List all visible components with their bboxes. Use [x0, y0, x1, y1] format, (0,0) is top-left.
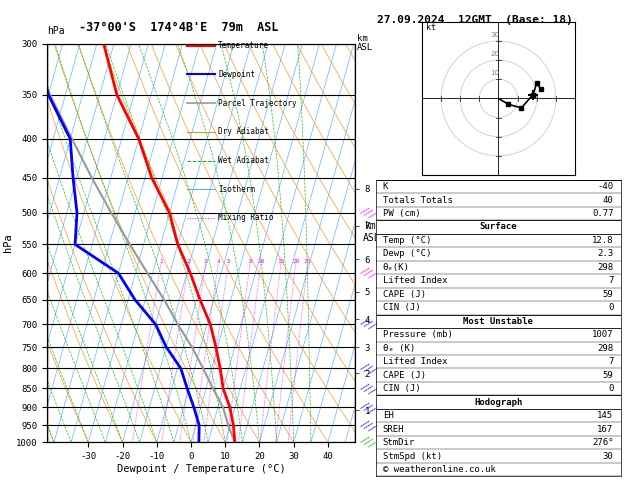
- Text: ╱╱╱: ╱╱╱: [359, 316, 377, 332]
- Text: Lifted Index: Lifted Index: [383, 357, 447, 366]
- Text: CIN (J): CIN (J): [383, 384, 421, 393]
- Text: ╱╱╱: ╱╱╱: [359, 361, 377, 376]
- Y-axis label: hPa: hPa: [3, 234, 13, 252]
- Y-axis label: km
ASL: km ASL: [362, 222, 380, 243]
- Text: 167: 167: [598, 425, 613, 434]
- Text: LCL: LCL: [380, 386, 395, 395]
- Text: Pressure (mb): Pressure (mb): [383, 330, 453, 339]
- Text: -37°00'S  174°4B'E  79m  ASL: -37°00'S 174°4B'E 79m ASL: [79, 21, 278, 34]
- Text: 276°: 276°: [592, 438, 613, 447]
- Text: 0: 0: [608, 384, 613, 393]
- Text: 145: 145: [598, 411, 613, 420]
- Text: km
ASL: km ASL: [357, 34, 374, 52]
- Text: θₑ (K): θₑ (K): [383, 344, 415, 353]
- Text: Dry Adiabat: Dry Adiabat: [218, 127, 269, 136]
- Text: 59: 59: [603, 290, 613, 299]
- Text: SREH: SREH: [383, 425, 404, 434]
- Text: ╱╱╱: ╱╱╱: [359, 434, 377, 450]
- Text: Isotherm: Isotherm: [218, 185, 255, 194]
- Text: Mixing Ratio: Mixing Ratio: [218, 213, 274, 223]
- Text: 10: 10: [257, 259, 265, 264]
- Text: 20: 20: [490, 52, 499, 57]
- Text: StmDir: StmDir: [383, 438, 415, 447]
- Text: 2.3: 2.3: [598, 249, 613, 259]
- Text: 8: 8: [248, 259, 252, 264]
- Text: CAPE (J): CAPE (J): [383, 371, 426, 380]
- Text: θₑ(K): θₑ(K): [383, 263, 409, 272]
- Text: CAPE (J): CAPE (J): [383, 290, 426, 299]
- Text: ╱╱╱: ╱╱╱: [359, 205, 377, 221]
- Text: 298: 298: [598, 344, 613, 353]
- Text: Totals Totals: Totals Totals: [383, 195, 453, 205]
- Text: Dewpoint: Dewpoint: [218, 70, 255, 79]
- Text: PW (cm): PW (cm): [383, 209, 421, 218]
- Text: 30: 30: [603, 451, 613, 461]
- Text: 15: 15: [277, 259, 285, 264]
- Text: © weatheronline.co.uk: © weatheronline.co.uk: [383, 465, 496, 474]
- Text: Surface: Surface: [479, 223, 517, 231]
- Text: 40: 40: [603, 195, 613, 205]
- Text: 3: 3: [204, 259, 208, 264]
- Text: 59: 59: [603, 371, 613, 380]
- Text: 0: 0: [608, 303, 613, 312]
- Text: kt: kt: [426, 22, 436, 32]
- Text: 27.09.2024  12GMT  (Base: 18): 27.09.2024 12GMT (Base: 18): [377, 15, 573, 25]
- Text: ╱╱╱: ╱╱╱: [359, 265, 377, 281]
- X-axis label: Dewpoint / Temperature (°C): Dewpoint / Temperature (°C): [117, 464, 286, 474]
- Text: 2: 2: [187, 259, 191, 264]
- Text: ╱╱╱: ╱╱╱: [359, 417, 377, 433]
- Text: hPa: hPa: [47, 26, 65, 36]
- Text: 7: 7: [608, 277, 613, 285]
- Text: 30: 30: [490, 32, 499, 38]
- Text: Wet Adiabat: Wet Adiabat: [218, 156, 269, 165]
- Text: 1: 1: [159, 259, 163, 264]
- Text: Dewp (°C): Dewp (°C): [383, 249, 431, 259]
- Text: 4: 4: [216, 259, 220, 264]
- Text: CIN (J): CIN (J): [383, 303, 421, 312]
- Text: K: K: [383, 182, 388, 191]
- Text: Most Unstable: Most Unstable: [463, 317, 533, 326]
- Text: 10: 10: [490, 70, 499, 76]
- Text: 12.8: 12.8: [592, 236, 613, 245]
- Text: StmSpd (kt): StmSpd (kt): [383, 451, 442, 461]
- Text: 20: 20: [292, 259, 299, 264]
- Text: 7: 7: [608, 357, 613, 366]
- Text: Parcel Trajectory: Parcel Trajectory: [218, 99, 297, 107]
- Text: EH: EH: [383, 411, 394, 420]
- Text: 25: 25: [304, 259, 311, 264]
- Text: 1007: 1007: [592, 330, 613, 339]
- Text: 5: 5: [226, 259, 230, 264]
- Text: ╱╱╱: ╱╱╱: [359, 381, 377, 396]
- Text: ╱╱╱: ╱╱╱: [359, 399, 377, 415]
- Text: 0.77: 0.77: [592, 209, 613, 218]
- Text: Lifted Index: Lifted Index: [383, 277, 447, 285]
- Text: Temp (°C): Temp (°C): [383, 236, 431, 245]
- Text: -40: -40: [598, 182, 613, 191]
- Text: 298: 298: [598, 263, 613, 272]
- Text: Hodograph: Hodograph: [474, 398, 522, 407]
- Text: Temperature: Temperature: [218, 41, 269, 50]
